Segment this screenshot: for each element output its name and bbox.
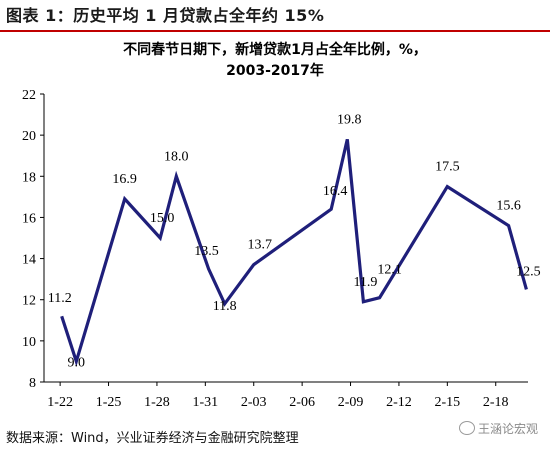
series-line bbox=[60, 138, 528, 367]
data-label: 15.0 bbox=[150, 211, 175, 226]
data-label: 11.9 bbox=[353, 275, 377, 290]
figure-title: 图表 1：历史平均 1 月贷款占全年约 15% bbox=[6, 6, 325, 25]
data-label: 11.2 bbox=[48, 291, 72, 306]
data-label: 19.8 bbox=[337, 112, 362, 127]
x-tick-label: 2-12 bbox=[386, 395, 412, 410]
x-tick-labels: 1-22 1-25 1-28 1-31 2-03 2-06 2-09 2-12 2-15 2-18 bbox=[47, 395, 508, 410]
x-tick-label: 2-09 bbox=[338, 395, 364, 410]
x-tick-label: 2-03 bbox=[241, 395, 267, 410]
y-tick-label: 18 bbox=[22, 170, 36, 185]
y-tick-label: 10 bbox=[22, 335, 36, 350]
chart-title-line1: 不同春节日期下，新增贷款1月占全年比例，%， bbox=[123, 42, 427, 58]
y-tick-label: 22 bbox=[22, 88, 36, 103]
watermark-text: 王涵论宏观 bbox=[477, 422, 538, 436]
data-label: 15.6 bbox=[496, 199, 521, 214]
data-label: 12.5 bbox=[516, 264, 541, 279]
x-tick-label: 1-22 bbox=[47, 395, 73, 410]
y-tick-label: 16 bbox=[22, 211, 36, 226]
x-tick-label: 2-15 bbox=[434, 395, 460, 410]
chart-title-line2: 2003-2017年 bbox=[226, 63, 324, 79]
x-tick-label: 2-06 bbox=[289, 395, 315, 410]
data-label: 18.0 bbox=[164, 149, 189, 164]
data-label: 13.5 bbox=[194, 244, 219, 259]
series bbox=[60, 138, 528, 367]
data-label: 9.0 bbox=[68, 355, 86, 370]
title-rule bbox=[0, 30, 550, 32]
source-note: 数据来源：Wind，兴业证券经济与金融研究院整理 bbox=[6, 431, 299, 446]
y-tick-label: 20 bbox=[22, 129, 36, 144]
x-tick-label: 1-25 bbox=[96, 395, 122, 410]
axes bbox=[40, 93, 528, 386]
x-tick-label: 1-31 bbox=[192, 395, 218, 410]
y-tick-label: 8 bbox=[29, 376, 36, 391]
y-tick-labels: 8 10 12 14 16 18 20 22 bbox=[22, 88, 36, 391]
data-labels: 11.2 9.0 16.9 15.0 18.0 13.5 11.8 13.7 16.4 19.8 1… bbox=[48, 112, 541, 370]
y-tick-label: 12 bbox=[22, 294, 36, 309]
data-label: 17.5 bbox=[435, 160, 460, 175]
data-label: 12.1 bbox=[377, 263, 402, 278]
data-label: 16.9 bbox=[112, 172, 137, 187]
watermark: 王涵论宏观 bbox=[458, 420, 538, 437]
y-tick-label: 14 bbox=[22, 253, 36, 268]
x-tick-label: 1-28 bbox=[144, 395, 170, 410]
wechat-icon bbox=[458, 421, 475, 435]
data-label: 11.8 bbox=[213, 299, 237, 314]
data-label: 13.7 bbox=[247, 238, 272, 253]
data-label: 16.4 bbox=[323, 184, 348, 199]
x-tick-label: 2-18 bbox=[483, 395, 509, 410]
